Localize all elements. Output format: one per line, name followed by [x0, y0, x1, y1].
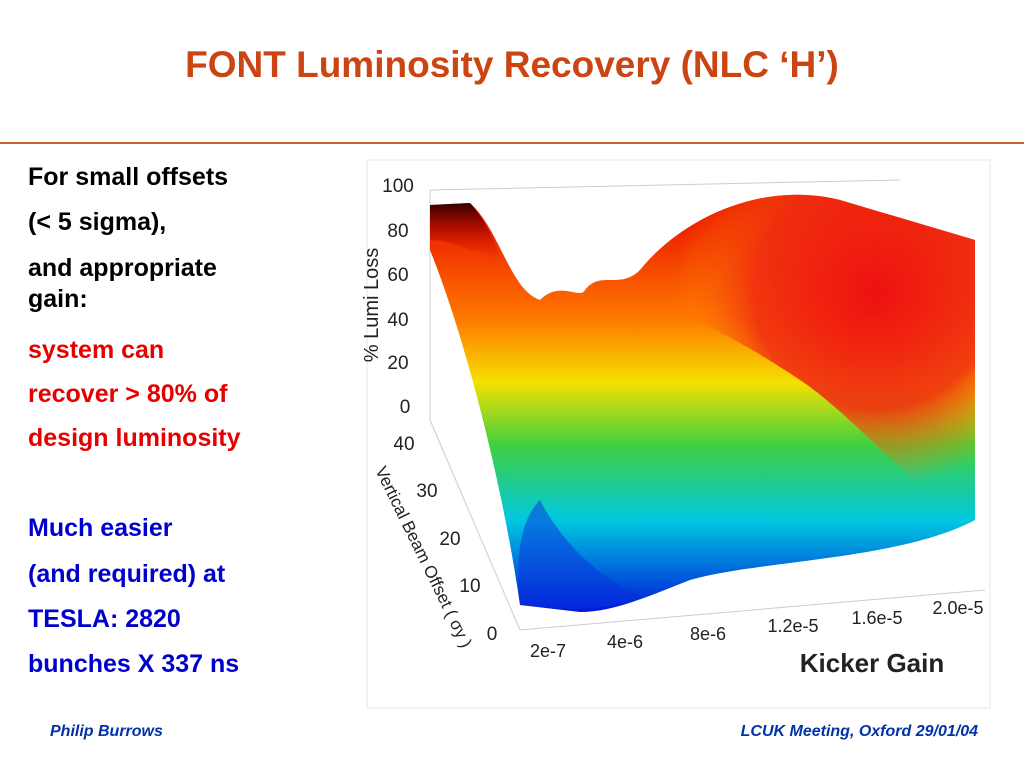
text-line: system can	[28, 336, 165, 364]
text-line: recover > 80% of	[28, 380, 228, 408]
offset-tick-label: 20	[439, 529, 460, 550]
x-tick-label: 1.2e-5	[767, 616, 818, 636]
z-tick-label: 80	[387, 221, 408, 242]
surface-valley	[518, 500, 640, 609]
text-line: bunches X 337 ns	[28, 650, 240, 678]
text-line: For small offsets	[28, 163, 229, 191]
offset-axis-label: Vertical Beam Offset ( σy )	[371, 463, 475, 650]
x-axis-label: Kicker Gain	[800, 648, 945, 678]
z-axis-label: % Lumi Loss	[361, 248, 383, 363]
x-tick-label: 8e-6	[690, 624, 726, 644]
text-line: (and required) at	[28, 560, 226, 588]
text-line: Much easier	[28, 514, 173, 542]
text-line: and appropriate	[28, 254, 217, 282]
offset-tick-label: 40	[393, 434, 414, 455]
z-tick-label: 100	[382, 176, 414, 197]
surface-peak	[430, 203, 500, 260]
slide-title: FONT Luminosity Recovery (NLC ‘H’)	[185, 44, 839, 85]
z-tick-label: 40	[387, 310, 408, 331]
z-tick-label: 20	[387, 353, 408, 374]
axes-box	[429, 179, 986, 631]
text-line: TESLA: 2820	[28, 605, 181, 633]
title-rule	[0, 142, 1024, 144]
footer-right: LCUK Meeting, Oxford 29/01/04	[740, 723, 978, 740]
offset-tick-label: 30	[416, 481, 437, 502]
z-tick-label: 60	[387, 265, 408, 286]
x-tick-label: 2e-7	[530, 641, 566, 661]
x-tick-label: 4e-6	[607, 632, 643, 652]
x-tick-label: 1.6e-5	[851, 608, 902, 628]
text-line: (< 5 sigma),	[28, 208, 167, 236]
figure-frame	[366, 159, 991, 709]
footer-left: Philip Burrows	[50, 723, 163, 740]
surface-highlight	[640, 194, 975, 520]
text-line: design luminosity	[28, 424, 241, 452]
x-tick-label: 2.0e-5	[932, 598, 983, 618]
z-tick-label: 0	[400, 397, 411, 418]
offset-tick-label: 0	[487, 624, 498, 645]
offset-tick-label: 10	[459, 576, 480, 597]
text-line: gain:	[28, 285, 88, 313]
surface	[430, 194, 975, 612]
